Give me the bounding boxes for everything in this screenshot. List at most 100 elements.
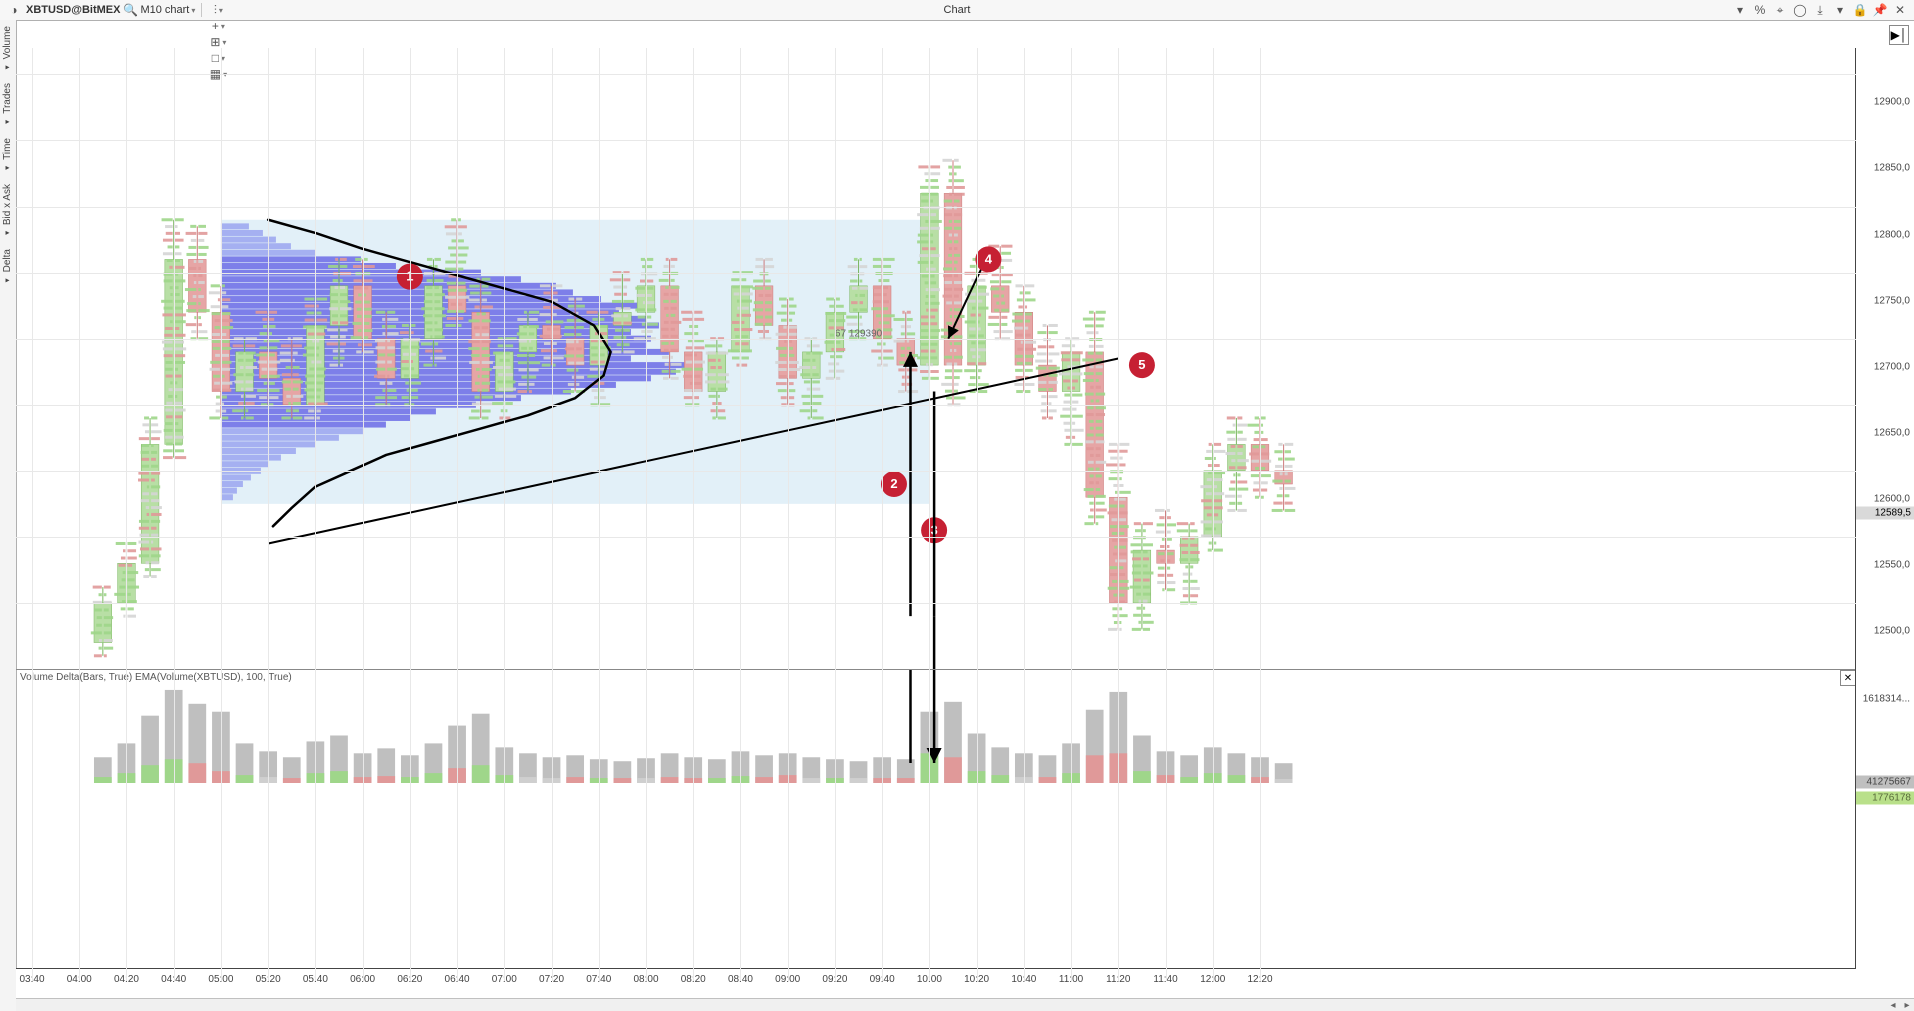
footprint-cell bbox=[193, 274, 196, 277]
footprint-cell bbox=[1016, 390, 1023, 393]
footprint-cell bbox=[711, 388, 716, 391]
footprint-cell bbox=[475, 333, 479, 336]
window-icon-1[interactable]: % bbox=[1752, 2, 1768, 18]
footprint-cell bbox=[623, 329, 630, 332]
footprint-cell bbox=[671, 258, 678, 261]
footprint-cell bbox=[978, 376, 981, 379]
footprint-cell bbox=[671, 307, 677, 310]
footprint-cell bbox=[104, 593, 107, 596]
footprint-cell bbox=[553, 356, 564, 359]
sidetab-delta[interactable]: Delta bbox=[0, 243, 15, 290]
footprint-cell bbox=[305, 305, 315, 308]
scroll-left-icon[interactable]: ◂ bbox=[1886, 999, 1900, 1011]
footprint-cell bbox=[1108, 450, 1117, 453]
footprint-cell bbox=[1204, 506, 1212, 509]
volume-pane[interactable]: Volume Delta(Bars, True) EMA(Volume(XBTU… bbox=[16, 669, 1856, 783]
footprint-cell bbox=[495, 395, 503, 398]
footprint-cell bbox=[544, 356, 551, 359]
footprint-cell bbox=[256, 353, 267, 356]
footprint-cell bbox=[281, 344, 291, 347]
footprint-cell bbox=[1167, 581, 1176, 584]
footprint-cell bbox=[482, 333, 489, 336]
footprint-cell bbox=[1143, 571, 1154, 574]
chart-area[interactable]: 67 12939012345 Volume Delta(Bars, True) … bbox=[16, 20, 1914, 1011]
volume-profile-row bbox=[221, 309, 619, 315]
footprint-cell bbox=[1157, 523, 1165, 526]
footprint-cell bbox=[1096, 454, 1101, 457]
footprint-cell bbox=[263, 325, 267, 328]
footprint-cell bbox=[662, 335, 668, 338]
footprint-cell bbox=[922, 377, 928, 380]
footprint-cell bbox=[1096, 318, 1105, 321]
footprint-cell bbox=[1255, 416, 1259, 419]
footprint-cell bbox=[450, 254, 456, 257]
scroll-right-icon[interactable]: ▸ bbox=[1900, 999, 1914, 1011]
footprint-cell bbox=[529, 318, 538, 321]
footprint-cell bbox=[123, 615, 125, 618]
footprint-cell bbox=[169, 388, 173, 391]
footprint-cell bbox=[127, 564, 132, 567]
footprint-cell bbox=[1083, 318, 1094, 321]
footprint-cell bbox=[1085, 324, 1094, 327]
footprint-cell bbox=[193, 295, 197, 298]
sidetab-bid-x-ask[interactable]: Bid x Ask bbox=[0, 178, 15, 243]
footprint-cell bbox=[1167, 574, 1174, 577]
window-icon-6[interactable]: 🔒 bbox=[1852, 2, 1868, 18]
volume-delta-bar bbox=[661, 777, 679, 783]
footprint-cell bbox=[994, 309, 999, 312]
annotation-badge-label: 2 bbox=[890, 476, 897, 491]
volume-settings-icon[interactable]: ✕ bbox=[1840, 670, 1856, 686]
footprint-cell bbox=[1143, 593, 1151, 596]
search-icon[interactable]: 🔍 bbox=[122, 2, 138, 18]
window-icon-2[interactable]: ⌖ bbox=[1772, 2, 1788, 18]
footprint-cell bbox=[883, 300, 889, 303]
window-icon-7[interactable]: 📌 bbox=[1872, 2, 1888, 18]
footprint-cell bbox=[944, 227, 952, 230]
footprint-cell bbox=[1025, 313, 1032, 316]
footprint-cell bbox=[711, 409, 716, 412]
footprint-cell bbox=[671, 314, 676, 317]
footprint-cell bbox=[709, 395, 716, 398]
footprint-cell bbox=[970, 314, 975, 317]
footprint-cell bbox=[836, 341, 840, 344]
window-icon-5[interactable]: ▾ bbox=[1832, 2, 1848, 18]
time-axis[interactable]: 03:4004:0004:2004:4005:0005:2005:4006:00… bbox=[16, 968, 1856, 999]
footprint-cell bbox=[1214, 513, 1218, 516]
symbol-label[interactable]: XBTUSD@BitMEX bbox=[26, 4, 120, 16]
volume-axis-top: 1618314... bbox=[1863, 694, 1910, 705]
sidetab-time[interactable]: Time bbox=[0, 132, 15, 178]
window-icon-8[interactable]: ✕ bbox=[1892, 2, 1908, 18]
window-icon-3[interactable]: ◯ bbox=[1792, 2, 1808, 18]
sidetab-trades[interactable]: Trades bbox=[0, 77, 15, 132]
footprint-cell bbox=[1025, 334, 1031, 337]
footprint-cell bbox=[163, 252, 173, 255]
footprint-cell bbox=[1012, 313, 1022, 316]
window-icon-0[interactable]: ▾ bbox=[1732, 2, 1748, 18]
tool-icon-4[interactable]: ⫶ bbox=[210, 2, 226, 18]
footprint-cell bbox=[427, 258, 432, 261]
footprint-cell bbox=[686, 361, 692, 364]
footprint-cell bbox=[151, 465, 158, 468]
footprint-cell bbox=[804, 380, 810, 383]
footprint-cell bbox=[469, 416, 480, 419]
footprint-cell bbox=[741, 278, 746, 281]
footprint-cell bbox=[358, 329, 362, 332]
timeframe-dropdown[interactable]: M10 chart bbox=[140, 4, 195, 16]
footprint-cell bbox=[944, 200, 952, 203]
footprint-cell bbox=[907, 332, 915, 335]
horizontal-scrollbar[interactable]: ◂ ▸ bbox=[16, 998, 1914, 1011]
footprint-cell bbox=[902, 383, 905, 386]
footprint-cell bbox=[1206, 450, 1212, 453]
volume-delta-bar bbox=[897, 778, 915, 783]
sidetab-volume[interactable]: Volume bbox=[0, 20, 15, 77]
footprint-cell bbox=[665, 286, 668, 289]
footprint-cell bbox=[238, 352, 243, 355]
footprint-cell bbox=[164, 307, 173, 310]
price-axis[interactable]: 12500,012550,012600,012650,012700,012750… bbox=[1855, 48, 1914, 969]
footprint-cell bbox=[151, 541, 153, 544]
footprint-cell bbox=[781, 396, 787, 399]
footprint-cell bbox=[710, 366, 715, 369]
footprint-cell bbox=[949, 193, 952, 196]
window-icon-4[interactable]: ⤓ bbox=[1812, 2, 1828, 18]
footprint-cell bbox=[246, 344, 256, 347]
